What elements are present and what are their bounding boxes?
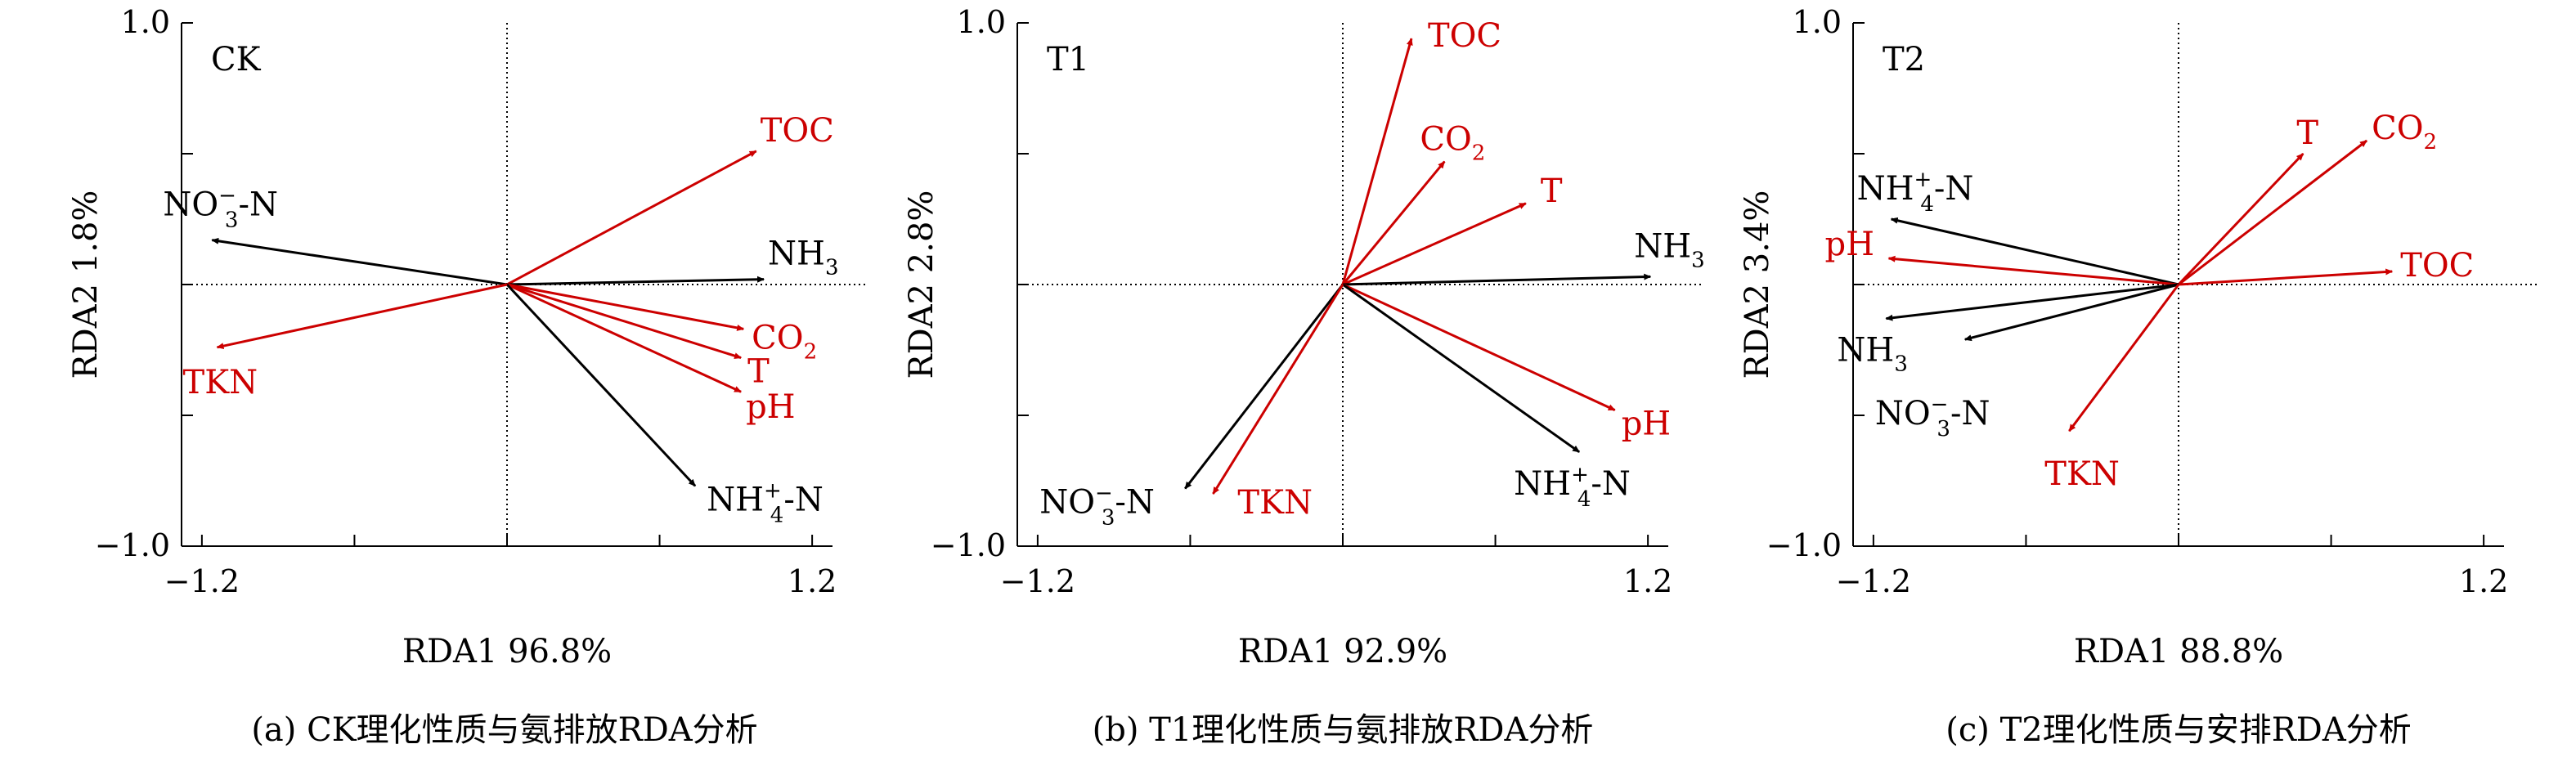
- vector-label-toc: TOC: [761, 112, 834, 150]
- panel-caption: (b) T1理化性质与氨排放RDA分析: [1093, 711, 1594, 749]
- vector-arrow-ph: [1887, 255, 2179, 286]
- vector-arrow-toc: [506, 150, 757, 286]
- vector-arrow-no3: [211, 237, 508, 286]
- x-tick-label: −1.2: [1000, 563, 1075, 599]
- y-tick-label: 1.0: [1793, 4, 1842, 40]
- vector-label-t: T: [1541, 173, 1563, 210]
- vector-label-t: T: [747, 353, 770, 391]
- vector-arrow-toc: [2178, 268, 2394, 286]
- vector-label-no3: NO− 3-N: [1039, 482, 1155, 531]
- vector-label-tkn: TKN: [1237, 484, 1313, 522]
- vector-arrow-t: [506, 283, 743, 360]
- vector-arrow-ph: [506, 283, 742, 393]
- y-tick-label: −1.0: [1766, 527, 1842, 563]
- vector-arrow-co2: [506, 283, 745, 331]
- y-axis-title: RDA2 3.4%: [1739, 190, 1776, 379]
- y-tick-label: 1.0: [957, 4, 1006, 40]
- vector-label-no3: NO− 3-N: [163, 184, 278, 233]
- vector-label-toc: TOC: [1428, 17, 1501, 55]
- vector-label-co2: CO2: [752, 319, 817, 364]
- vector-arrow-nh4: [1342, 283, 1581, 454]
- vector-arrow-nh4: [505, 283, 697, 487]
- vector-label-tkn: TKN: [183, 364, 258, 401]
- vector-label-nh3: NH3: [768, 235, 838, 280]
- panel-label: CK: [211, 41, 262, 78]
- vector-arrow-t: [2177, 152, 2304, 286]
- vector-arrow-nh4: [1890, 217, 2179, 286]
- vector-arrow-tkn: [216, 283, 508, 350]
- vector-label-nh4: NH+ 4-N: [707, 478, 824, 527]
- vector-arrow-t: [1342, 202, 1527, 286]
- vector-arrow-ph: [1342, 283, 1616, 411]
- vector-arrow-toc: [1341, 38, 1413, 285]
- rda-panel-1: 1.0 −1.0−1.2 1.2 RDA1 96.8% RDA2 1.8% CK (a) C…: [67, 4, 865, 749]
- x-axis-title: RDA1 88.8%: [2074, 633, 2283, 670]
- vector-label-ph: pH: [746, 388, 796, 426]
- y-tick-label: −1.0: [95, 527, 170, 563]
- vector-arrow-co2: [1341, 160, 1446, 285]
- vector-label-co2: CO2: [2372, 110, 2437, 155]
- vector-arrow-tkn: [1212, 284, 1344, 495]
- vector-arrow-tkn: [2068, 284, 2180, 433]
- rda-panel-3: 1.0 −1.0−1.2 1.2 RDA1 88.8% RDA2 3.4% T2 (c) T…: [1739, 4, 2537, 749]
- vector-arrow-nh3: [506, 276, 765, 286]
- x-axis-title: RDA1 92.9%: [1238, 633, 1447, 670]
- x-tick-label: 1.2: [2459, 563, 2508, 599]
- vector-label-ph: pH: [1825, 226, 1875, 263]
- x-tick-label: 1.2: [1623, 563, 1672, 599]
- y-axis-title: RDA2 1.8%: [67, 190, 105, 379]
- y-tick-label: 1.0: [121, 4, 170, 40]
- vector-arrow-nh3: [1885, 283, 2179, 321]
- panel-label: T1: [1047, 41, 1089, 78]
- rda-panel-2: 1.0 −1.0−1.2 1.2 RDA1 92.9% RDA2 2.8% T1 (b) T…: [903, 4, 1705, 749]
- x-axis-title: RDA1 96.8%: [402, 633, 612, 670]
- vector-arrow-nh3: [1342, 273, 1652, 286]
- vector-label-ph: pH: [1622, 406, 1672, 443]
- vector-arrow-no3: [1963, 283, 2179, 342]
- vector-label-nh3: NH3: [1837, 332, 1907, 377]
- panel-label: T2: [1883, 41, 1925, 78]
- x-tick-label: −1.2: [1836, 563, 1911, 599]
- panel-caption: (a) CK理化性质与氨排放RDA分析: [251, 711, 757, 749]
- y-tick-label: −1.0: [931, 527, 1006, 563]
- vector-arrow-no3: [1184, 284, 1344, 490]
- vector-arrow-co2: [2178, 139, 2368, 286]
- vector-label-nh4: NH+ 4-N: [1857, 168, 1974, 217]
- vector-label-tkn: TKN: [2044, 455, 2120, 493]
- vector-label-co2: CO2: [1420, 121, 1485, 166]
- vector-label-nh4: NH+ 4-N: [1514, 463, 1631, 512]
- vector-label-t: T: [2296, 114, 2318, 152]
- vector-label-no3: NO− 3-N: [1875, 392, 1990, 442]
- vector-label-toc: TOC: [2400, 247, 2474, 285]
- x-tick-label: −1.2: [164, 563, 240, 599]
- x-tick-label: 1.2: [788, 563, 837, 599]
- vector-label-nh3: NH3: [1634, 227, 1704, 272]
- panel-caption: (c) T2理化性质与安排RDA分析: [1945, 711, 2412, 749]
- y-axis-title: RDA2 2.8%: [903, 190, 940, 379]
